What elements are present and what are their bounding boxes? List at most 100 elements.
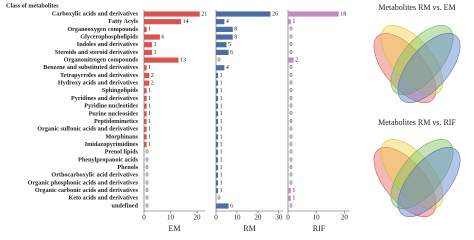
value-label: 1: [220, 150, 223, 156]
legend-title: Class of metabolites: [6, 2, 59, 9]
value-label: 8: [234, 27, 237, 33]
category-label: Organonitrogen compounds: [64, 57, 139, 64]
venn-set: [373, 33, 437, 103]
value-label: 1: [148, 127, 151, 133]
value-label: 1: [148, 88, 151, 94]
value-label: 0: [290, 203, 293, 209]
bar: [216, 72, 219, 79]
value-label: 0: [290, 104, 293, 110]
axis-label: RM: [243, 224, 255, 233]
value-label: 4: [226, 65, 229, 71]
x-tick-label: 0: [286, 214, 290, 222]
value-label: 1: [220, 142, 223, 148]
venn-set: [390, 139, 454, 209]
bar: [144, 34, 160, 40]
value-label: 2: [151, 73, 154, 79]
value-label: 0: [290, 157, 293, 163]
bar: [216, 149, 219, 155]
value-label: 0: [146, 188, 149, 194]
value-label: 0: [146, 165, 149, 171]
value-label: 1: [220, 188, 223, 194]
value-label: 1: [148, 119, 151, 125]
x-tick-label: 0: [142, 214, 146, 222]
category-label: Peptidomimetics: [94, 118, 139, 125]
value-label: 1: [220, 88, 223, 94]
value-label: 1: [220, 180, 223, 186]
bar: [288, 11, 339, 17]
bar: [216, 42, 227, 48]
bar: [216, 134, 219, 140]
x-tick-label: 10: [167, 214, 175, 222]
bar: [288, 19, 291, 25]
category-label: Organic sulfonic acids and derivatives: [37, 126, 138, 133]
value-label: 1: [220, 96, 223, 102]
value-label: 1: [220, 111, 223, 117]
value-label: 2: [295, 57, 298, 63]
bar: [144, 134, 147, 140]
value-label: 0: [290, 50, 293, 56]
value-label: 1: [148, 65, 151, 71]
category-label: Organic phosphonic acids and derivatives: [28, 179, 139, 186]
venn-title: Metabolites RM vs. RIF: [378, 118, 456, 127]
value-label: 1: [148, 111, 151, 117]
venn-diagram: Metabolites RM vs. EM: [373, 3, 461, 103]
bar: [144, 65, 147, 71]
value-label: 1: [292, 19, 295, 25]
value-label: 0: [146, 203, 149, 209]
value-label: 0: [146, 173, 149, 179]
value-label: 0: [146, 180, 149, 186]
value-label: 1: [220, 173, 223, 179]
value-label: 0: [290, 127, 293, 133]
value-label: 1: [220, 80, 223, 86]
x-tick-label: 20: [194, 214, 202, 222]
value-label: 0: [290, 150, 293, 156]
value-label: 1: [220, 104, 223, 110]
bar: [216, 157, 219, 163]
category-label: Carboxylic acids and derivatives: [52, 10, 139, 17]
category-label: Imidazopyrimidines: [85, 141, 139, 148]
bar: [144, 95, 147, 102]
value-label: 1: [220, 127, 223, 133]
value-label: 1: [148, 27, 151, 33]
venn-set: [390, 25, 454, 95]
bar: [216, 188, 219, 194]
value-label: 0: [218, 57, 221, 63]
venn-diagram: Metabolites RM vs. RIF: [373, 118, 461, 217]
bar: [216, 49, 229, 55]
value-label: 2: [151, 80, 154, 86]
bar: [216, 172, 219, 178]
bar: [216, 103, 219, 109]
value-label: 3: [153, 50, 156, 56]
value-label: 0: [290, 42, 293, 48]
x-tick-label: 20: [341, 214, 349, 222]
value-label: 0: [290, 88, 293, 94]
value-label: 1: [148, 96, 151, 102]
value-label: 0: [146, 157, 149, 163]
bar: [216, 203, 229, 209]
venn-set: [380, 139, 444, 209]
value-label: 0: [290, 180, 293, 186]
value-label: 0: [218, 196, 221, 202]
value-label: 0: [290, 73, 293, 79]
value-label: 0: [290, 111, 293, 117]
bar: [216, 65, 225, 71]
bar: [144, 111, 147, 117]
category-label: undefined: [112, 202, 139, 209]
venn-set: [397, 147, 461, 217]
bar: [216, 126, 219, 132]
venn-set: [373, 147, 437, 217]
value-label: 18: [340, 11, 346, 17]
bar: [144, 141, 147, 148]
value-label: 1: [148, 142, 151, 148]
bar: [288, 57, 294, 63]
value-label: 0: [290, 165, 293, 171]
x-tick-label: 10: [313, 214, 321, 222]
category-label: Purine nucleosides: [89, 110, 139, 117]
value-label: 1: [220, 134, 223, 140]
venn-set: [380, 25, 444, 95]
x-tick-label: 10: [233, 214, 241, 222]
category-label: Organooxygen compounds: [67, 26, 138, 33]
value-label: 1: [292, 196, 295, 202]
category-label: Phenylpropanoic acids: [78, 156, 138, 163]
bar: [216, 95, 219, 102]
